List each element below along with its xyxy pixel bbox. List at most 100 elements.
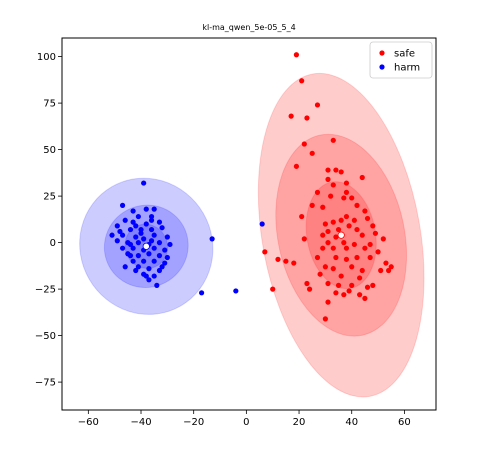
safe-point: [385, 267, 392, 274]
harm-point: [159, 264, 165, 270]
y-tick-label: 75: [43, 99, 56, 110]
harm-point: [141, 236, 147, 242]
safe-point: [388, 264, 394, 270]
harm-point: [122, 217, 128, 223]
harm-point: [143, 206, 149, 212]
safe-point: [362, 245, 368, 251]
safe-point: [367, 241, 373, 248]
safe-point: [328, 193, 334, 199]
safe-point: [333, 167, 339, 173]
safe-point: [309, 150, 315, 156]
harm-point: [127, 241, 134, 248]
harm-point: [146, 266, 152, 272]
safe-point: [317, 271, 323, 277]
safe-point: [314, 254, 321, 261]
safe-point: [354, 202, 360, 208]
harm-point: [259, 221, 265, 227]
safe-point: [330, 219, 336, 225]
safe-point: [301, 236, 307, 242]
safe-point: [349, 195, 355, 201]
safe-point: [351, 217, 357, 223]
safe-point: [359, 267, 365, 274]
harm-point: [148, 238, 155, 244]
safe-point: [335, 282, 342, 288]
y-tick-label: 50: [43, 145, 56, 156]
safe-point: [270, 286, 276, 292]
harm-point: [151, 206, 157, 212]
safe-point: [304, 115, 310, 121]
harm-point: [133, 223, 139, 229]
y-tick-label: 25: [43, 192, 56, 203]
safe-point: [291, 260, 297, 266]
safe-point: [351, 241, 357, 248]
harm-point: [148, 213, 155, 220]
legend-label-harm: harm: [394, 63, 420, 74]
harm-point: [114, 238, 120, 244]
safe-point: [299, 78, 305, 84]
safe-point: [367, 254, 373, 261]
y-tick-label: 0: [50, 238, 56, 249]
harm-point: [146, 251, 152, 257]
safe-point: [338, 273, 344, 279]
safe-point: [372, 230, 379, 236]
harm-point: [167, 241, 173, 248]
safe-point: [343, 213, 350, 220]
harm-point: [119, 202, 126, 208]
safe-point: [322, 221, 328, 227]
safe-point: [325, 299, 331, 305]
harm-point: [122, 264, 128, 270]
safe-point: [309, 202, 315, 208]
harm-point: [156, 219, 163, 225]
safe-point: [322, 264, 328, 270]
harm-point: [138, 230, 144, 236]
x-tick-label: 40: [345, 417, 358, 428]
safe-point: [314, 189, 321, 195]
safe-point: [320, 204, 326, 210]
harm-point: [141, 258, 147, 264]
harm-point: [135, 264, 141, 270]
harm-point: [143, 273, 149, 279]
safe-point: [288, 113, 294, 119]
safe-point: [330, 266, 336, 272]
safe-point: [364, 215, 371, 222]
safe-point: [346, 223, 352, 229]
harm-point: [130, 245, 136, 251]
safe-point: [349, 282, 355, 288]
safe-point: [359, 174, 365, 181]
safe-point: [320, 232, 326, 238]
harm-point: [146, 277, 152, 283]
safe-point: [330, 182, 336, 188]
y-tick-label: 100: [37, 52, 56, 63]
harm-point: [198, 290, 205, 296]
legend-label-safe: safe: [394, 49, 415, 60]
safe-point: [304, 280, 310, 287]
safe-point: [383, 260, 389, 266]
safe-point: [333, 290, 339, 296]
safe-point: [333, 254, 339, 261]
safe-point: [293, 52, 300, 58]
harm-point: [148, 226, 155, 233]
harm-point: [130, 219, 136, 225]
harm-point: [156, 253, 163, 259]
harm-center: [142, 242, 150, 250]
safe-point: [343, 256, 350, 262]
safe-point: [330, 137, 336, 143]
harm-point: [135, 213, 141, 220]
safe-point: [320, 245, 326, 251]
harm-point: [164, 254, 170, 261]
safe-point: [357, 292, 363, 298]
y-tick-label: −75: [35, 378, 56, 389]
safe-point: [325, 228, 331, 235]
safe-point: [346, 288, 352, 294]
harm-point: [133, 267, 139, 274]
safe-point: [293, 163, 300, 169]
legend-marker-safe: [379, 50, 385, 56]
x-tick-label: 20: [293, 417, 306, 428]
safe-point: [343, 180, 350, 186]
harm-point: [138, 226, 144, 233]
safe-point: [341, 240, 347, 246]
harm-point: [114, 223, 120, 229]
safe-point: [283, 258, 289, 264]
safe-point: [343, 245, 350, 251]
